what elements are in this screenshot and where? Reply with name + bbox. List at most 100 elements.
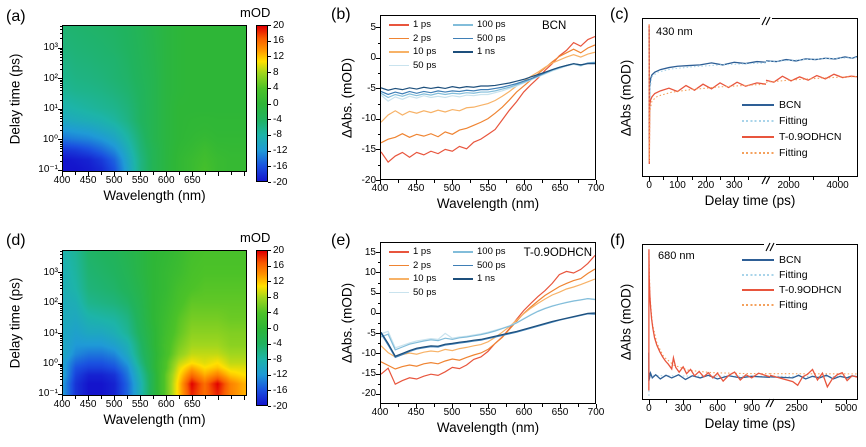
- axis-tick: [59, 49, 62, 51]
- y-tick-label: 10¹: [43, 327, 58, 339]
- axis-tick: [663, 177, 665, 180]
- y-tick-label: -10: [361, 113, 376, 125]
- axis-tick: [59, 384, 62, 386]
- x-tick-label: 450: [407, 407, 425, 418]
- axis-tick: [59, 63, 62, 65]
- legend-item: 2 ps: [389, 33, 461, 45]
- axis-tick: [398, 180, 399, 183]
- x-tick-label: 500: [443, 183, 461, 194]
- sample-name-annotation: T-0.9ODHCN: [523, 247, 592, 259]
- axis-tick: [59, 99, 62, 101]
- axis-tick: [377, 302, 380, 304]
- legend-label: 1 ns: [477, 46, 495, 57]
- x-tick-label: 550: [131, 175, 149, 186]
- x-tick-label: 700: [587, 183, 605, 194]
- axis-tick: [524, 180, 525, 184]
- y-axis-title: Delay time (ps): [7, 277, 23, 369]
- legend-item: 1 ns: [453, 46, 525, 58]
- axis-tick: [59, 279, 62, 281]
- axis-tick: [59, 52, 62, 54]
- axis-tick: [59, 148, 62, 150]
- axis-tick: [268, 312, 271, 314]
- axis-tick: [58, 333, 62, 335]
- colorbar-tick-label: 8: [273, 66, 279, 78]
- x-tick-label: 400: [53, 175, 71, 186]
- axis-tick: [59, 115, 62, 117]
- axis-tick: [58, 393, 62, 395]
- legend-item: 500 ps: [453, 260, 525, 272]
- y-tick-label: -5: [367, 327, 376, 339]
- axis-tick: [59, 349, 62, 351]
- axis-tick: [59, 375, 62, 377]
- axis-tick: [596, 180, 597, 184]
- legend-line-swatch: [389, 291, 409, 294]
- legend-item: 50 ps: [389, 287, 461, 299]
- axis-tick: [268, 250, 271, 251]
- legend-line-swatch: [742, 289, 774, 291]
- axis-tick: [376, 393, 380, 395]
- legend-item: 1 ps: [389, 19, 461, 31]
- axis-tick: [268, 56, 271, 58]
- y-axis-title: ΔAbs (mOD): [618, 283, 634, 361]
- axis-tick: [59, 117, 62, 119]
- axis-tick: [376, 118, 380, 120]
- x-tick-label: 100: [669, 180, 686, 191]
- axis-tick: [59, 284, 62, 286]
- x-axis-title: Wavelength (nm): [103, 188, 206, 203]
- colorbar-tick-label: -12: [273, 145, 288, 157]
- legend-line-swatch: [742, 259, 774, 261]
- axis-tick: [59, 273, 62, 275]
- legend-item: 10 ps: [389, 46, 461, 58]
- x-tick-label: 200: [697, 180, 715, 191]
- axis-tick: [59, 130, 62, 132]
- axis-tick: [59, 38, 62, 40]
- axis-tick: [377, 282, 380, 284]
- axis-tick: [700, 400, 702, 403]
- sample-name-annotation: BCN: [542, 20, 567, 32]
- axis-tick: [205, 172, 207, 175]
- plot-area: [62, 25, 247, 172]
- colorbar-tick-label: 20: [273, 19, 285, 31]
- axis-tick: [398, 404, 399, 407]
- axis-tick: [268, 134, 271, 136]
- axis-tick: [380, 180, 381, 184]
- axis-tick: [705, 177, 707, 181]
- axis-tick: [376, 373, 380, 375]
- axis-tick: [58, 272, 62, 274]
- axis-tick: [377, 42, 380, 44]
- legend-line-swatch: [453, 51, 473, 53]
- axis-tick: [376, 252, 380, 254]
- axis-tick: [377, 73, 380, 75]
- axis-tick: [59, 110, 62, 112]
- colorbar-tick-label: 4: [273, 82, 279, 94]
- axis-tick: [59, 59, 62, 61]
- spectra-canvas-b: [381, 16, 595, 179]
- axis-tick: [268, 406, 271, 407]
- axis-tick: [506, 180, 507, 183]
- y-tick-label: -10: [361, 347, 376, 359]
- legend-line-swatch: [389, 51, 409, 53]
- axis-tick: [59, 336, 62, 338]
- legend-line-swatch: [453, 278, 473, 280]
- axis-tick: [416, 404, 417, 408]
- axis-break-icon: [764, 395, 776, 408]
- legend-label: 100 ps: [477, 19, 506, 30]
- axis-tick: [59, 337, 62, 339]
- axis-break-icon: [764, 239, 776, 252]
- y-tick-label: 10: [364, 266, 376, 278]
- heatmap-canvas-d: [63, 251, 246, 395]
- y-axis-title: ΔAbs. (mOD): [339, 282, 355, 364]
- axis-tick: [268, 166, 271, 168]
- legend-label: 500 ps: [477, 259, 506, 271]
- axis-tick: [59, 366, 62, 368]
- axis-tick: [377, 383, 380, 385]
- legend-item: Fitting: [742, 115, 860, 127]
- axis-tick: [192, 396, 194, 400]
- x-tick-label: 4000: [826, 180, 849, 191]
- axis-tick: [813, 177, 815, 180]
- plot-area: [380, 15, 596, 180]
- legend-label: 100 ps: [477, 246, 506, 257]
- axis-tick: [837, 177, 839, 181]
- axis-tick: [59, 251, 62, 253]
